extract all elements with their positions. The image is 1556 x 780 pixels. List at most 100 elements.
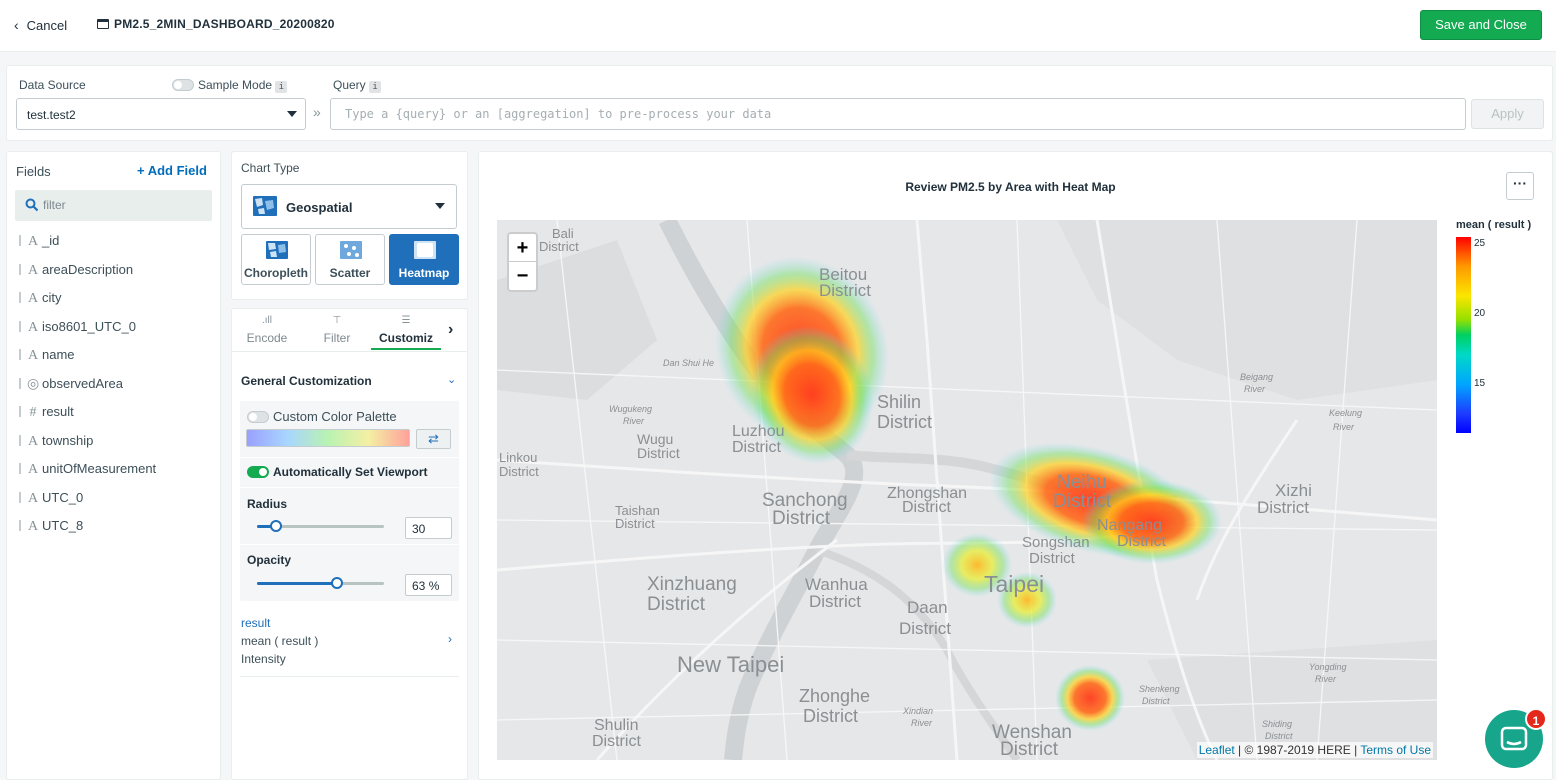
chevron-right-icon[interactable]: › xyxy=(448,321,454,338)
scatter-map-icon xyxy=(340,241,362,259)
auto-viewport-row: Automatically Set Viewport xyxy=(247,465,427,479)
zoom-in-button[interactable]: + xyxy=(509,234,536,262)
map-label: District xyxy=(499,464,539,479)
map-label: District xyxy=(902,499,951,516)
map-label: District xyxy=(809,592,861,611)
zoom-out-button[interactable]: − xyxy=(516,265,529,287)
field-item[interactable]: ◎ observedArea xyxy=(19,376,156,405)
radius-slider-handle[interactable] xyxy=(270,520,283,532)
caret-down-icon xyxy=(435,203,445,209)
encoded-field-name[interactable]: result xyxy=(241,616,271,630)
choropleth-icon xyxy=(266,241,288,259)
field-name: _id xyxy=(42,233,60,248)
divider xyxy=(240,457,459,458)
custom-palette-toggle[interactable] xyxy=(247,411,269,423)
sample-mode-toggle[interactable] xyxy=(172,79,194,91)
field-name: township xyxy=(42,432,94,448)
document-title: PM2.5_2MIN_DASHBOARD_20200820 xyxy=(97,17,335,31)
opacity-value: 63 xyxy=(412,579,426,593)
opacity-slider[interactable] xyxy=(257,577,384,589)
map-label: Xindian xyxy=(902,706,933,716)
map-label: Wugukeng xyxy=(609,404,652,414)
heatmap-label: Heatmap xyxy=(398,266,450,280)
leaflet-link[interactable]: Leaflet xyxy=(1198,743,1235,757)
field-item[interactable]: # result xyxy=(19,404,156,433)
save-and-close-button[interactable]: Save and Close xyxy=(1420,10,1542,40)
query-input[interactable] xyxy=(330,98,1466,130)
map-attribution: Leaflet | © 1987-2019 HERE | Terms of Us… xyxy=(1196,742,1433,758)
window-icon xyxy=(97,19,109,29)
opacity-slider-handle[interactable] xyxy=(331,577,343,589)
map-label: River xyxy=(1244,384,1266,394)
map-label: Keelung xyxy=(1329,408,1362,418)
drag-handle-icon[interactable] xyxy=(19,263,21,275)
map-label: Zhonghe xyxy=(799,686,870,706)
heatmap-option[interactable]: Heatmap xyxy=(389,234,459,285)
chevron-down-icon[interactable]: ⌄ xyxy=(447,374,457,386)
drag-handle-icon[interactable] xyxy=(19,320,21,332)
string-type-icon: A xyxy=(27,291,39,306)
document-title-text: PM2.5_2MIN_DASHBOARD_20200820 xyxy=(114,17,335,31)
data-source-select[interactable]: test.test2 xyxy=(16,98,306,130)
add-field-button[interactable]: + Add Field xyxy=(137,163,207,178)
map-label: River xyxy=(911,718,933,728)
info-icon[interactable]: i xyxy=(275,81,288,93)
field-filter-input[interactable] xyxy=(43,198,203,212)
map-canvas: BaliDistrictBeitouDistrictShilinDistrict… xyxy=(497,220,1437,760)
chart-panel: Review PM2.5 by Area with Heat Map ··· xyxy=(478,151,1553,780)
swap-palette-button[interactable]: ⇄ xyxy=(416,429,451,449)
cancel-button[interactable]: ‹ Cancel xyxy=(14,17,67,33)
field-item[interactable]: A UTC_8 xyxy=(19,518,156,547)
filter-box xyxy=(15,190,212,221)
drag-handle-icon[interactable] xyxy=(19,491,21,503)
map-label: District xyxy=(877,412,932,432)
heatmap-map[interactable]: Bali District Beitou District Shilin District… xyxy=(497,220,1437,760)
legend-color-scale xyxy=(1456,237,1471,433)
tab-customize[interactable]: ☰ Customiz xyxy=(371,315,441,350)
drag-handle-icon[interactable] xyxy=(19,463,21,474)
chart-type-label: Chart Type xyxy=(241,161,300,175)
drag-handle-icon[interactable] xyxy=(19,520,21,531)
field-name: name xyxy=(42,347,75,362)
info-icon[interactable]: i xyxy=(369,81,382,93)
string-type-icon: A xyxy=(27,234,39,249)
map-label: Songshan xyxy=(1022,534,1090,551)
legend-title: mean ( result ) xyxy=(1456,219,1532,231)
drag-handle-icon[interactable] xyxy=(19,349,21,360)
drag-handle-icon[interactable] xyxy=(19,235,21,246)
map-label: District xyxy=(1117,533,1166,550)
tab-customize-label: Customiz xyxy=(379,331,433,345)
map-label: District xyxy=(1265,731,1293,741)
scatter-option[interactable]: Scatter xyxy=(315,234,385,285)
terms-of-use-link[interactable]: Terms of Use xyxy=(1360,743,1431,757)
tab-encode[interactable]: .ıll Encode xyxy=(244,315,290,345)
drag-handle-icon[interactable] xyxy=(19,292,21,303)
drag-handle-icon[interactable] xyxy=(19,406,21,417)
field-item[interactable]: A _id xyxy=(19,233,156,262)
cancel-label: Cancel xyxy=(26,18,68,33)
drag-handle-icon[interactable] xyxy=(19,377,21,389)
chart-type-select[interactable]: Geospatial xyxy=(241,184,457,229)
field-name: UTC_8 xyxy=(42,518,84,533)
zoom-control: + − xyxy=(507,232,538,292)
opacity-input[interactable]: 63 % xyxy=(405,574,452,596)
auto-viewport-toggle[interactable] xyxy=(247,466,269,478)
chevron-right-icon[interactable]: › xyxy=(448,632,452,646)
tab-filter[interactable]: ⊤ Filter xyxy=(318,315,356,345)
auto-viewport-label: Automatically Set Viewport xyxy=(273,465,428,479)
drag-handle-icon[interactable] xyxy=(19,434,21,446)
field-item[interactable]: A UTC_0 xyxy=(19,490,156,519)
radius-input[interactable]: 30 xyxy=(405,517,452,539)
radius-slider[interactable] xyxy=(257,520,384,532)
more-options-button[interactable]: ··· xyxy=(1506,172,1534,200)
color-palette-preview[interactable] xyxy=(246,429,410,447)
apply-button[interactable]: Apply xyxy=(1471,99,1544,129)
field-name: city xyxy=(42,290,62,305)
choropleth-option[interactable]: Choropleth xyxy=(241,234,311,285)
